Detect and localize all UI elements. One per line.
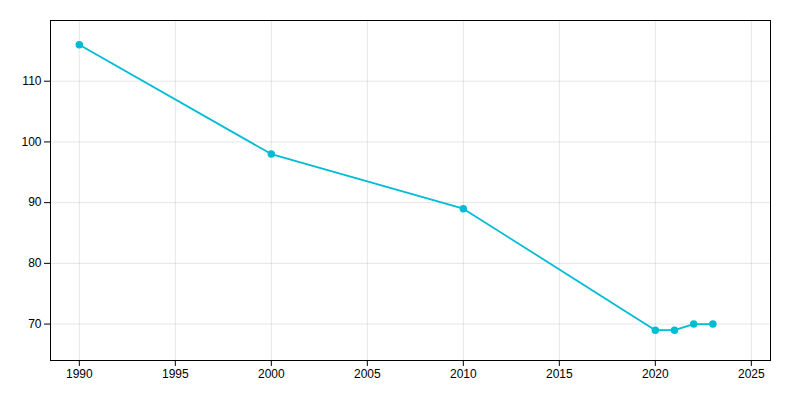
svg-text:2025: 2025: [738, 367, 765, 381]
svg-text:80: 80: [28, 256, 42, 270]
svg-text:70: 70: [28, 317, 42, 331]
svg-text:1995: 1995: [162, 367, 189, 381]
svg-text:2005: 2005: [354, 367, 381, 381]
svg-text:110: 110: [22, 74, 41, 88]
svg-text:2010: 2010: [450, 367, 477, 381]
svg-text:1990: 1990: [66, 367, 93, 381]
svg-text:90: 90: [28, 195, 42, 209]
svg-text:100: 100: [21, 135, 41, 149]
svg-text:2020: 2020: [642, 367, 669, 381]
svg-text:2015: 2015: [546, 367, 573, 381]
svg-text:2000: 2000: [258, 367, 285, 381]
